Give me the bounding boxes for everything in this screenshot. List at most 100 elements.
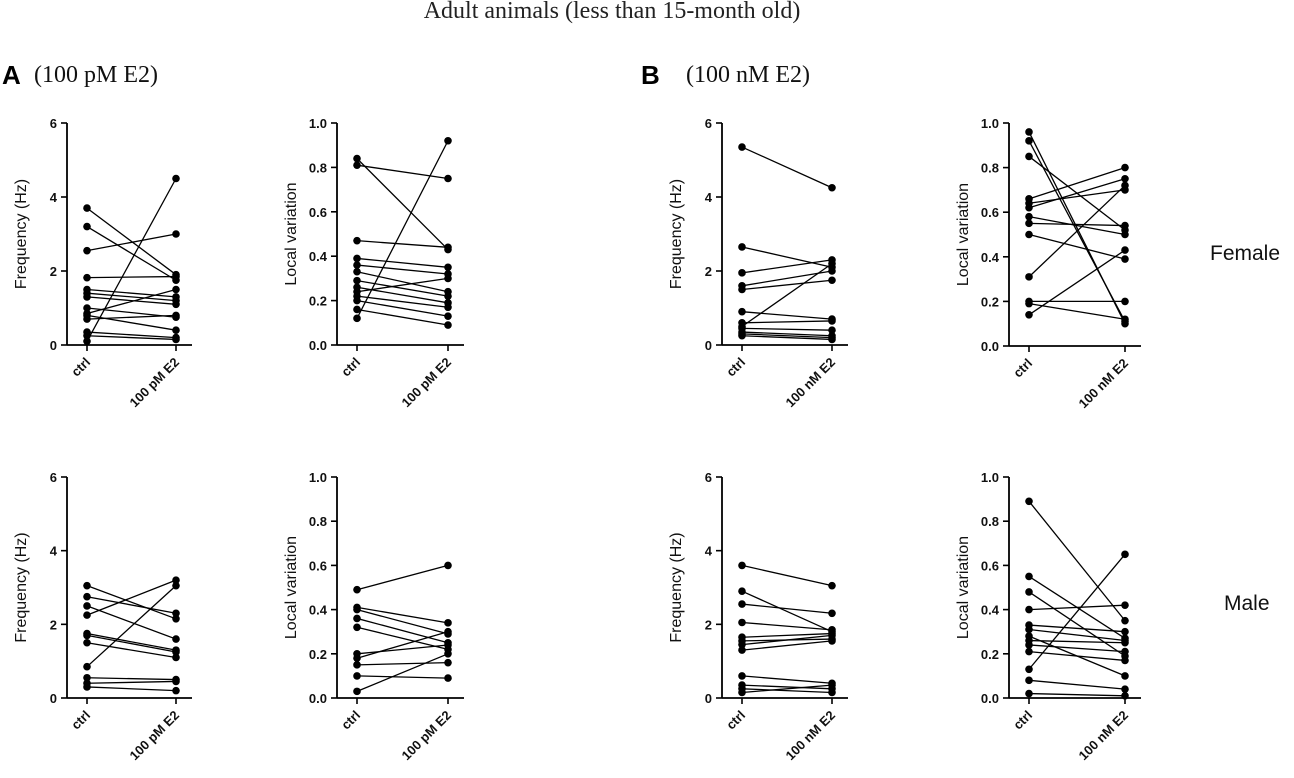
data-point-ctrl: [83, 337, 91, 346]
data-point-treatment: [828, 317, 836, 325]
data-point-ctrl: [353, 305, 361, 314]
row-label-female: Female: [1210, 242, 1280, 265]
data-point-ctrl: [1025, 676, 1033, 685]
data-point-ctrl: [83, 611, 91, 619]
pair-line: [86, 178, 177, 342]
charts-group: 0 2 4 6 Frequency (Hz) ctrl 100 pM E2 0.0 0.2 0.4…: [13, 116, 1141, 763]
y-tick-label: 0.2: [309, 294, 327, 309]
category-label-treatment: 100 nM E2: [783, 708, 839, 764]
data-point-ctrl: [353, 672, 361, 680]
data-point-treatment: [444, 243, 452, 252]
category-label-treatment: 100 nM E2: [1076, 356, 1132, 412]
data-point-ctrl: [1025, 572, 1033, 581]
data-point-treatment: [1121, 616, 1129, 625]
pair-line: [1028, 639, 1126, 644]
category-label-treatment: 100 pM E2: [127, 708, 183, 764]
data-point-treatment: [828, 259, 836, 268]
y-tick-label: 0.0: [981, 691, 999, 706]
pair-line: [356, 277, 449, 293]
y-tick-label: 0: [705, 691, 712, 706]
data-point-ctrl: [738, 243, 746, 251]
pair-line: [86, 296, 177, 305]
pair-line: [86, 605, 177, 640]
y-tick-label: 0.4: [981, 250, 1000, 265]
pair-line: [86, 585, 177, 668]
data-point-ctrl: [738, 307, 746, 316]
pair-line: [741, 634, 833, 646]
data-point-ctrl: [83, 204, 91, 212]
chart-A-male-local-variation: 0.0 0.2 0.4 0.6 0.8 1.0 Local variation ctrl 100…: [283, 470, 464, 763]
pair-line: [1028, 233, 1126, 260]
chart-B-female-local-variation: 0.0 0.2 0.4 0.6 0.8 1.0 Local variation ctrl 100…: [955, 116, 1141, 411]
y-tick-label: 0.0: [981, 339, 999, 354]
pair-line: [86, 226, 177, 281]
pair-line: [356, 661, 449, 666]
data-point-treatment: [1121, 691, 1129, 700]
row-label-male: Male: [1224, 592, 1270, 615]
data-point-treatment: [444, 174, 452, 183]
pair-line: [1028, 650, 1126, 662]
y-tick-label: 0: [50, 691, 57, 706]
data-point-treatment: [444, 561, 452, 570]
data-point-ctrl: [1025, 497, 1033, 506]
data-point-treatment: [828, 267, 836, 275]
data-point-treatment: [828, 681, 836, 689]
data-point-ctrl: [1025, 152, 1033, 161]
pair-line: [356, 675, 449, 679]
y-tick-label: 0.6: [309, 205, 327, 220]
data-point-treatment: [444, 303, 452, 312]
data-point-ctrl: [353, 623, 361, 632]
data-point-treatment: [828, 581, 836, 590]
data-point-ctrl: [1025, 212, 1033, 221]
data-point-ctrl: [353, 261, 361, 269]
y-tick-label: 1.0: [309, 116, 327, 131]
pair-line: [741, 327, 833, 331]
pair-line: [356, 164, 449, 180]
y-tick-label: 0.4: [981, 603, 1000, 618]
data-point-ctrl: [1025, 588, 1033, 596]
data-point-ctrl: [738, 587, 746, 595]
y-tick-label: 6: [50, 470, 57, 485]
category-label-treatment: 100 nM E2: [1076, 708, 1132, 764]
data-point-treatment: [172, 581, 180, 590]
data-point-ctrl: [83, 683, 91, 691]
pair-line: [1028, 644, 1126, 653]
y-tick-label: 0.6: [309, 558, 327, 573]
y-tick-label: 0: [50, 338, 57, 353]
y-tick-label: 0.0: [309, 691, 327, 706]
pair-line: [741, 331, 833, 337]
pair-line: [741, 564, 833, 587]
y-axis-title: Local variation: [283, 182, 300, 285]
data-point-ctrl: [1025, 689, 1033, 698]
data-point-treatment: [828, 183, 836, 192]
pair-line: [356, 299, 449, 317]
y-tick-label: 0.8: [981, 514, 999, 529]
pair-line: [741, 333, 833, 339]
pair-line: [356, 158, 449, 250]
data-point-treatment: [828, 688, 836, 697]
pair-line: [356, 626, 449, 651]
data-point-ctrl: [738, 688, 746, 697]
data-point-treatment: [828, 335, 836, 344]
pair-line: [356, 240, 449, 248]
pair-line: [1028, 500, 1126, 622]
data-point-treatment: [172, 326, 180, 335]
pair-line: [86, 275, 177, 279]
data-point-ctrl: [738, 269, 746, 277]
pair-line: [86, 680, 177, 684]
chart-A-male-frequency: 0 2 4 6 Frequency (Hz) ctrl 100 pM E2: [13, 470, 192, 763]
pair-line: [86, 288, 177, 298]
data-point-ctrl: [83, 304, 91, 312]
data-point-ctrl: [83, 293, 91, 301]
data-point-treatment: [444, 292, 452, 300]
data-point-treatment: [444, 312, 452, 320]
panel-a-condition: (100 pM E2): [34, 62, 158, 88]
y-tick-label: 6: [705, 116, 712, 131]
data-point-treatment: [172, 285, 180, 294]
data-point-treatment: [1121, 638, 1129, 647]
data-point-ctrl: [353, 267, 361, 276]
y-tick-label: 1.0: [981, 116, 999, 131]
pair-line: [741, 675, 833, 684]
data-point-treatment: [444, 619, 452, 627]
data-point-treatment: [1121, 656, 1129, 665]
